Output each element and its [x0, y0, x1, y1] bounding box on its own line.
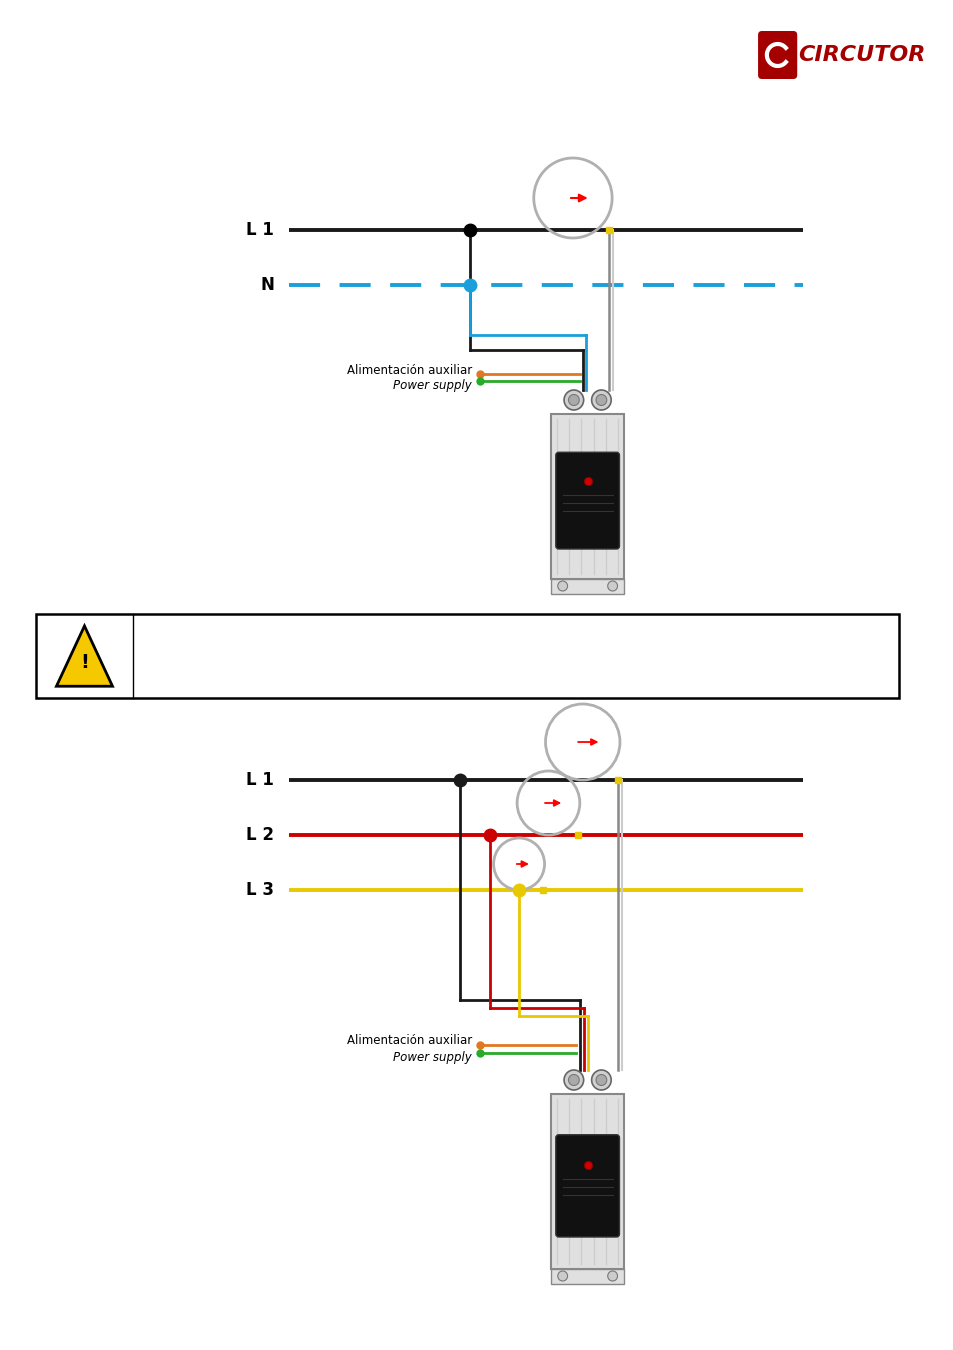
Circle shape — [607, 580, 617, 591]
Circle shape — [558, 580, 567, 591]
Text: Alimentación auxiliar: Alimentación auxiliar — [347, 1034, 472, 1048]
Text: !: ! — [80, 652, 89, 672]
FancyBboxPatch shape — [550, 1094, 623, 1269]
Text: L 2: L 2 — [246, 826, 274, 844]
Text: L 3: L 3 — [246, 882, 274, 899]
FancyBboxPatch shape — [550, 1269, 623, 1284]
FancyBboxPatch shape — [556, 452, 618, 549]
Text: Alimentación auxiliar: Alimentación auxiliar — [347, 363, 472, 377]
Circle shape — [558, 1270, 567, 1281]
FancyBboxPatch shape — [758, 31, 797, 80]
Circle shape — [563, 1071, 583, 1089]
Circle shape — [563, 390, 583, 410]
Text: Power supply: Power supply — [393, 379, 472, 393]
Circle shape — [568, 1075, 578, 1085]
Polygon shape — [56, 626, 112, 686]
FancyBboxPatch shape — [550, 414, 623, 579]
Circle shape — [591, 390, 611, 410]
FancyBboxPatch shape — [556, 1135, 618, 1237]
Text: L 1: L 1 — [246, 221, 274, 239]
Circle shape — [596, 394, 606, 405]
Circle shape — [596, 1075, 606, 1085]
Text: Power supply: Power supply — [393, 1052, 472, 1065]
FancyBboxPatch shape — [35, 614, 898, 698]
Text: CIRCUTOR: CIRCUTOR — [798, 45, 924, 65]
Text: L 1: L 1 — [246, 771, 274, 788]
Text: N: N — [260, 275, 274, 294]
Circle shape — [607, 1270, 617, 1281]
Circle shape — [591, 1071, 611, 1089]
Circle shape — [568, 394, 578, 405]
FancyBboxPatch shape — [550, 579, 623, 594]
